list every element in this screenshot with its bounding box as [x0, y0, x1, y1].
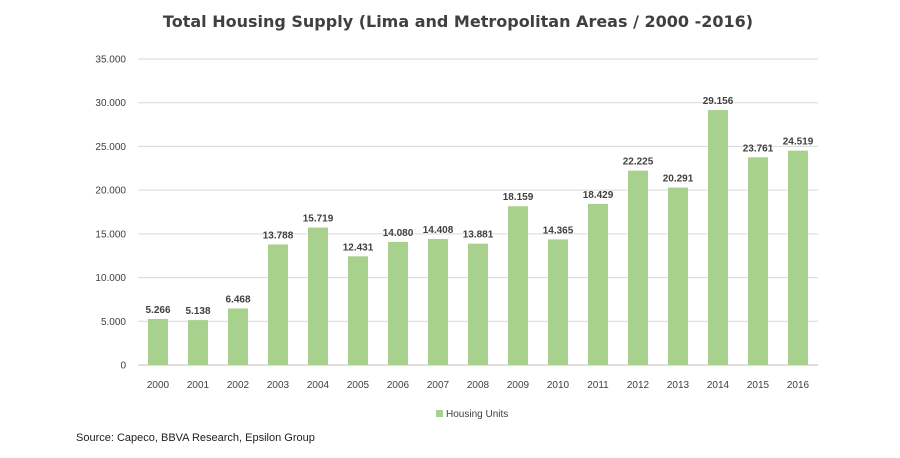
bar-2016 [788, 150, 808, 365]
bars [148, 110, 808, 365]
bar-2006 [388, 241, 408, 365]
bar-2001 [188, 320, 208, 365]
data-label-2006: 14.080 [383, 228, 414, 239]
data-label-2008: 13.881 [463, 230, 494, 241]
x-tick-label: 2012 [627, 380, 650, 391]
x-tick-label: 2002 [227, 380, 250, 391]
data-label-2007: 14.408 [423, 225, 454, 236]
x-tick-label: 2003 [267, 380, 290, 391]
data-label-2013: 20.291 [663, 174, 694, 185]
bar-2004 [308, 227, 328, 365]
y-tick-label: 30.000 [95, 98, 126, 109]
x-tick-label: 2006 [387, 380, 410, 391]
x-tick-label: 2016 [787, 380, 810, 391]
y-tick-label: 0 [120, 361, 126, 372]
legend-swatch [436, 410, 443, 417]
x-tick-label: 2013 [667, 380, 690, 391]
x-tick-label: 2007 [427, 380, 450, 391]
x-tick-label: 2011 [587, 380, 609, 391]
x-tick-label: 2009 [507, 380, 530, 391]
data-label-2012: 22.225 [623, 157, 654, 168]
legend-label: Housing Units [446, 409, 508, 420]
data-labels: 5.266 5.138 6.468 13.788 15.719 12.431 14.080 1… [145, 96, 813, 317]
data-label-2009: 18.159 [503, 192, 534, 203]
y-axis-ticks: 0 5.000 10.000 15.000 20.000 25.000 30.000 35.0… [95, 55, 126, 372]
y-tick-label: 25.000 [95, 142, 126, 153]
x-tick-label: 2004 [307, 380, 330, 391]
x-axis-ticks: 2000 2001 2002 2003 2004 2005 2006 2007 2008 2009… [147, 380, 810, 391]
bar-2002 [228, 308, 248, 365]
bar-2015 [748, 157, 768, 365]
data-label-2011: 18.429 [583, 190, 614, 201]
data-label-2001: 5.138 [185, 306, 210, 317]
bar-2007 [428, 239, 448, 365]
data-label-2014: 29.156 [703, 96, 734, 107]
x-tick-label: 2015 [747, 380, 770, 391]
y-tick-label: 15.000 [95, 229, 126, 240]
legend: Housing Units [436, 409, 508, 420]
x-tick-label: 2005 [347, 380, 370, 391]
y-tick-label: 20.000 [95, 186, 126, 197]
y-tick-label: 10.000 [95, 273, 126, 284]
data-label-2015: 23.761 [743, 143, 774, 154]
data-label-2004: 15.719 [303, 214, 334, 225]
bar-2005 [348, 256, 368, 365]
y-tick-label: 5.000 [101, 317, 126, 328]
bar-2009 [508, 206, 528, 365]
data-label-2016: 24.519 [783, 137, 814, 148]
data-label-2003: 13.788 [263, 230, 294, 241]
bar-2000 [148, 318, 168, 365]
data-label-2002: 6.468 [225, 294, 250, 305]
data-label-2005: 12.431 [343, 242, 374, 253]
x-tick-label: 2000 [147, 380, 170, 391]
bar-2003 [268, 244, 288, 365]
y-tick-label: 35.000 [95, 55, 126, 66]
chart-title: Total Housing Supply (Lima and Metropoli… [163, 12, 753, 31]
bar-2011 [588, 203, 608, 365]
bar-2014 [708, 110, 728, 365]
x-tick-label: 2010 [547, 380, 570, 391]
data-label-2010: 14.365 [543, 225, 574, 236]
bar-2010 [548, 239, 568, 365]
bar-2013 [668, 187, 688, 365]
bar-2012 [628, 170, 648, 365]
x-tick-label: 2008 [467, 380, 490, 391]
x-tick-label: 2001 [187, 380, 210, 391]
x-tick-label: 2014 [707, 380, 730, 391]
source-note: Source: Capeco, BBVA Research, Epsilon G… [76, 432, 315, 444]
data-label-2000: 5.266 [145, 305, 170, 316]
bar-2008 [468, 243, 488, 365]
